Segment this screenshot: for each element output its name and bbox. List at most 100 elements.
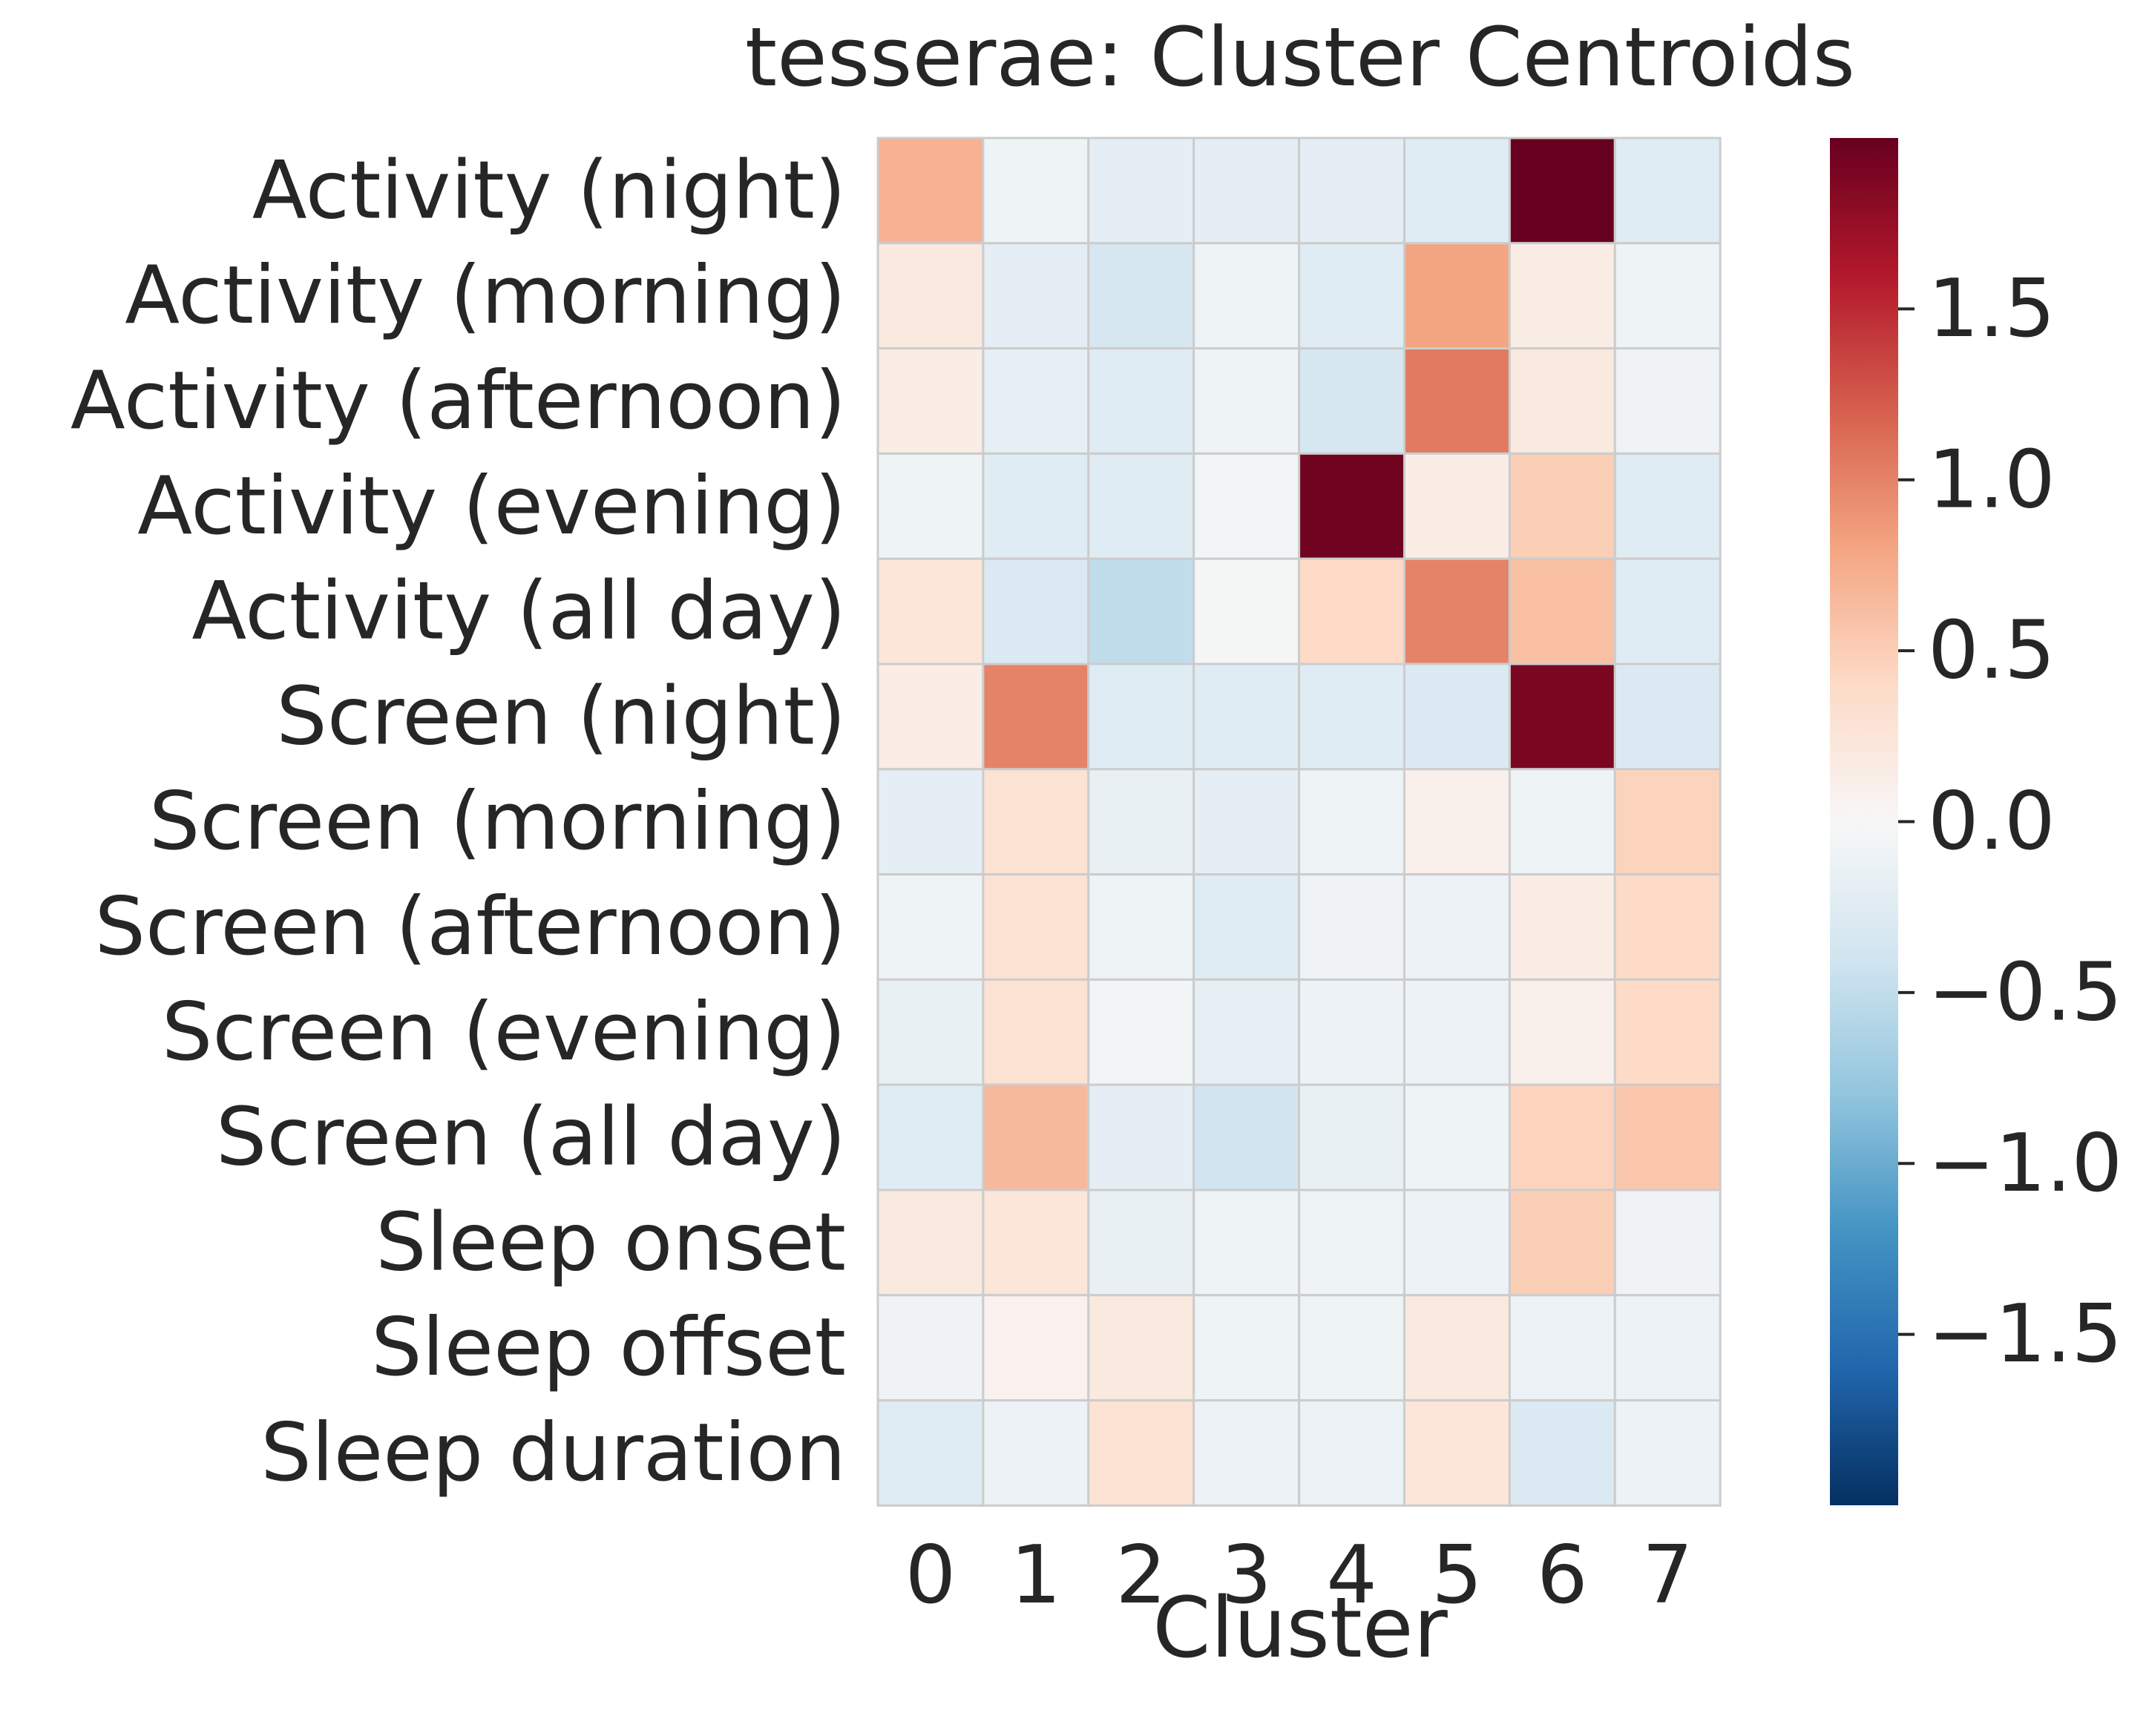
row-label: Activity (morning) [125, 249, 846, 342]
heatmap-cell [1298, 768, 1405, 876]
heatmap-cell [1613, 662, 1722, 771]
heatmap-cell [1192, 347, 1301, 455]
heatmap-cell [1613, 1294, 1722, 1402]
heatmap-cell [982, 768, 1090, 876]
heatmap-cell [982, 873, 1090, 981]
heatmap-cell [1087, 873, 1195, 981]
heatmap-cell [1298, 347, 1405, 455]
heatmap-cell [1192, 557, 1301, 665]
heatmap-cell [1192, 452, 1301, 560]
heatmap-cell [1087, 1399, 1195, 1507]
heatmap-cell [1613, 768, 1722, 876]
heatmap-cell [1508, 452, 1616, 560]
heatmap-cell [1087, 1188, 1195, 1297]
heatmap-cell [1298, 1083, 1405, 1191]
heatmap-cell [1508, 768, 1616, 876]
heatmap-cell [876, 768, 985, 876]
row-label: Activity (all day) [191, 565, 846, 658]
heatmap-cell [982, 662, 1090, 771]
heatmap-cell [982, 1083, 1090, 1191]
heatmap-cell [1192, 1083, 1301, 1191]
heatmap-cell [1192, 662, 1301, 771]
heatmap-cell [1087, 557, 1195, 665]
heatmap-cell [1403, 242, 1511, 350]
heatmap-cell [1087, 768, 1195, 876]
heatmap-cell [1613, 557, 1722, 665]
colorbar-tick-label: −1.0 [1928, 1117, 2122, 1210]
row-label: Sleep offset [371, 1301, 846, 1394]
x-axis-label: Cluster [1152, 1580, 1448, 1677]
heatmap-cell [1192, 873, 1301, 981]
heatmap-cell [1087, 137, 1195, 245]
heatmap-cell [1613, 137, 1722, 245]
column-label: 7 [1642, 1529, 1693, 1622]
heatmap-cell [1613, 242, 1722, 350]
heatmap-cell [876, 137, 985, 245]
column-label: 3 [1221, 1529, 1272, 1622]
heatmap-cell [1298, 662, 1405, 771]
heatmap-cell [1298, 557, 1405, 665]
heatmap-cell [982, 557, 1090, 665]
heatmap-cell [1298, 1399, 1405, 1507]
colorbar [1830, 138, 1898, 1505]
heatmap-cell [1613, 1188, 1722, 1297]
heatmap-cell [1192, 137, 1301, 245]
heatmap-cell [1508, 1188, 1616, 1297]
heatmap-cell [1087, 242, 1195, 350]
heatmap-cell [876, 662, 985, 771]
colorbar-tick-label: 1.0 [1928, 433, 2056, 526]
heatmap-cell [1508, 242, 1616, 350]
heatmap-cell [1508, 137, 1616, 245]
column-label: 2 [1115, 1529, 1167, 1622]
heatmap-cell [982, 1294, 1090, 1402]
heatmap-cell [876, 1294, 985, 1402]
heatmap-cell [1403, 1188, 1511, 1297]
heatmap-cell [876, 1188, 985, 1297]
heatmap-cell [1613, 1083, 1722, 1191]
heatmap-cell [1298, 873, 1405, 981]
heatmap-cell [1087, 347, 1195, 455]
heatmap-cell [1087, 1083, 1195, 1191]
heatmap-cell [1508, 1399, 1616, 1507]
heatmap-cell [1192, 1294, 1301, 1402]
heatmap-cell [876, 1083, 985, 1191]
heatmap-cell [1403, 662, 1511, 771]
heatmap-cell [982, 452, 1090, 560]
row-label: Screen (morning) [149, 775, 846, 868]
column-label: 5 [1431, 1529, 1483, 1622]
colorbar-tick-label: −0.5 [1928, 946, 2122, 1039]
heatmap-cell [1403, 978, 1511, 1086]
colorbar-tick-label: 0.0 [1928, 775, 2056, 868]
heatmap-cell [1192, 1188, 1301, 1297]
heatmap-cell [1508, 347, 1616, 455]
heatmap-cell [1298, 137, 1405, 245]
heatmap-cell [1508, 1294, 1616, 1402]
heatmap-cell [1508, 1083, 1616, 1191]
heatmap-cell [1298, 452, 1405, 560]
heatmap-cell [1087, 1294, 1195, 1402]
heatmap-cell [876, 557, 985, 665]
column-label: 1 [1010, 1529, 1061, 1622]
column-label: 4 [1326, 1529, 1377, 1622]
heatmap-cell [982, 347, 1090, 455]
colorbar-tick-label: −1.5 [1928, 1288, 2122, 1381]
heatmap-cell [1403, 137, 1511, 245]
heatmap-cell [1403, 347, 1511, 455]
heatmap-cell [1403, 1294, 1511, 1402]
heatmap-cell [1403, 557, 1511, 665]
column-label: 6 [1537, 1529, 1588, 1622]
row-label: Activity (night) [252, 144, 846, 237]
heatmap-cell [1403, 768, 1511, 876]
heatmap-cell [876, 978, 985, 1086]
heatmap-cell [876, 242, 985, 350]
colorbar-tick-label: 0.5 [1928, 605, 2056, 697]
heatmap-cells [876, 137, 1722, 1507]
heatmap-cell [1192, 768, 1301, 876]
row-label: Screen (evening) [162, 986, 846, 1079]
column-label: 0 [905, 1529, 957, 1622]
heatmap-cell [1192, 1399, 1301, 1507]
heatmap-cell [1613, 978, 1722, 1086]
chart-title: tesserae: Cluster Centroids [745, 10, 1855, 105]
heatmap-cell [876, 1399, 985, 1507]
heatmap-cell [1613, 452, 1722, 560]
